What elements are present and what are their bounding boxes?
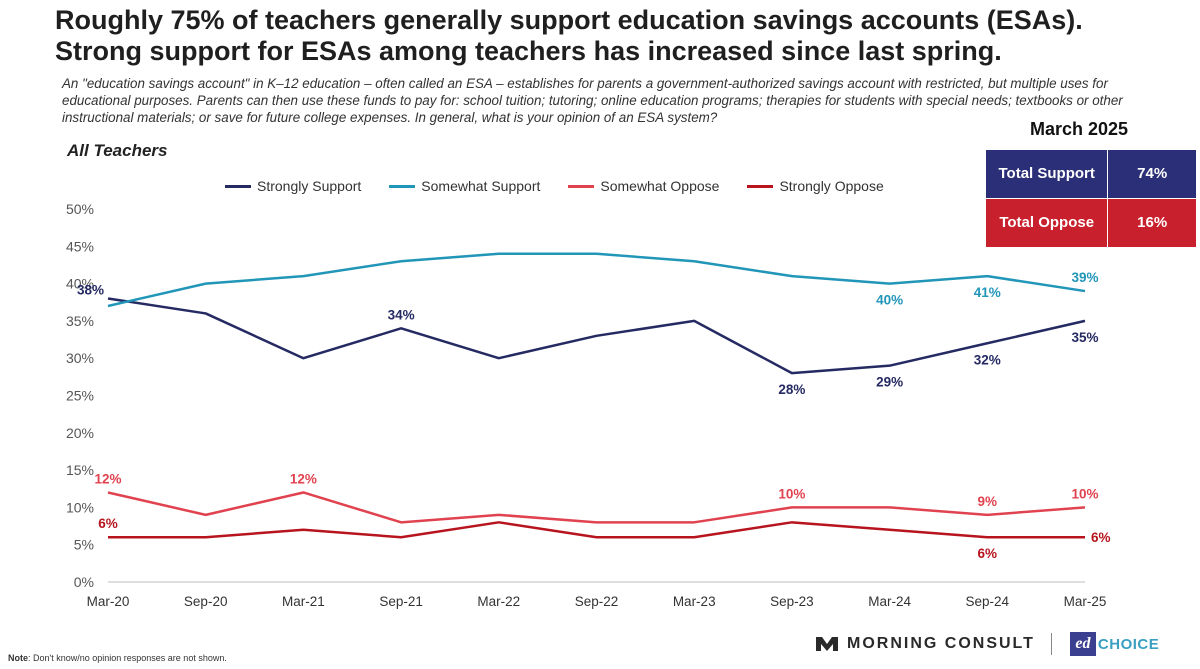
data-label: 35% [1071,330,1098,345]
data-label: 28% [778,382,805,397]
legend-item-strongly-support: Strongly Support [225,178,361,194]
data-label: 12% [290,471,317,486]
x-tick-label: Mar-20 [87,594,130,609]
x-tick-label: Sep-23 [770,594,814,609]
summary-label: Total Oppose [984,198,1109,248]
section-label: All Teachers [67,141,168,160]
x-tick-label: Mar-24 [868,594,911,609]
x-tick-label: Sep-20 [184,594,228,609]
legend-swatch [747,184,774,188]
legend-item-somewhat-support: Somewhat Support [389,178,540,194]
footer-note: Note: Don't know/no opinion responses ar… [8,653,227,663]
summary-label: Total Support [984,149,1109,199]
edchoice-logo-icon: ed [1069,632,1096,656]
data-label: 10% [778,486,805,501]
y-tick-label: 45% [66,238,94,254]
y-tick-label: 5% [74,537,94,553]
y-tick-label: 25% [66,388,94,404]
series-line-strongly-support [107,297,1086,375]
legend-label: Somewhat Oppose [600,178,720,194]
legend-item-somewhat-oppose: Somewhat Oppose [568,178,719,194]
x-tick-label: Mar-25 [1064,594,1107,609]
chart-legend: Strongly Support Somewhat Support Somewh… [225,177,912,195]
note-label: Note [8,653,28,663]
survey-question: An "education savings account" in K–12 e… [62,76,1123,125]
y-tick-label: 40% [66,276,94,292]
y-tick-label: 50% [66,201,94,217]
series-line-strongly-oppose [108,521,1085,539]
summary-value: 74% [1107,149,1197,199]
data-label: 12% [94,471,121,486]
x-tick-label: Sep-22 [575,594,619,609]
legend-item-strongly-oppose: Strongly Oppose [747,178,884,194]
data-label: 9% [978,494,998,509]
x-tick-label: Sep-24 [966,594,1010,609]
morning-consult-logo-text: MORNING CONSULT [847,635,1035,652]
summary-value: 16% [1107,198,1197,248]
legend-swatch [568,184,595,188]
data-label: 10% [1071,486,1098,501]
y-tick-label: 10% [66,499,94,515]
series-line-somewhat-support [107,252,1086,308]
data-label: 6% [98,516,118,531]
y-tick-label: 20% [66,425,94,441]
chart-title: Roughly 75% of teachers generally suppor… [55,5,1083,66]
x-tick-label: Mar-22 [477,594,520,609]
data-label: 40% [876,293,903,308]
legend-label: Somewhat Support [421,178,541,194]
data-label: 29% [876,375,903,390]
summary-heading: March 2025 [1030,119,1129,139]
y-tick-label: 30% [66,350,94,366]
data-label: 34% [388,307,415,322]
y-tick-label: 0% [74,574,94,590]
data-label: 6% [978,546,998,561]
x-tick-label: Sep-21 [379,594,423,609]
note-text: : Don't know/no opinion responses are no… [28,653,227,663]
data-label: 41% [974,285,1001,300]
summary-table: Total Support 74% Total Oppose 16% [984,149,1197,248]
summary-row-support: Total Support 74% [984,149,1197,199]
data-label: 6% [1091,530,1111,545]
x-tick-label: Mar-21 [282,594,325,609]
logos: MORNING CONSULT ed CHOICE [815,630,1159,658]
legend-label: Strongly Oppose [779,178,884,194]
morning-consult-logo-icon [816,637,838,651]
data-label: 39% [1071,270,1098,285]
legend-swatch [225,184,251,188]
data-label: 32% [974,352,1001,367]
series-line-somewhat-oppose [107,491,1086,524]
y-tick-label: 15% [66,462,94,478]
logo-divider [1050,633,1052,655]
y-tick-label: 35% [66,313,94,329]
x-tick-label: Mar-23 [673,594,716,609]
summary-row-oppose: Total Oppose 16% [984,198,1197,248]
data-label: 38% [77,283,104,298]
legend-swatch [389,184,416,188]
edchoice-logo-text: CHOICE [1097,635,1160,653]
legend-label: Strongly Support [257,178,362,194]
